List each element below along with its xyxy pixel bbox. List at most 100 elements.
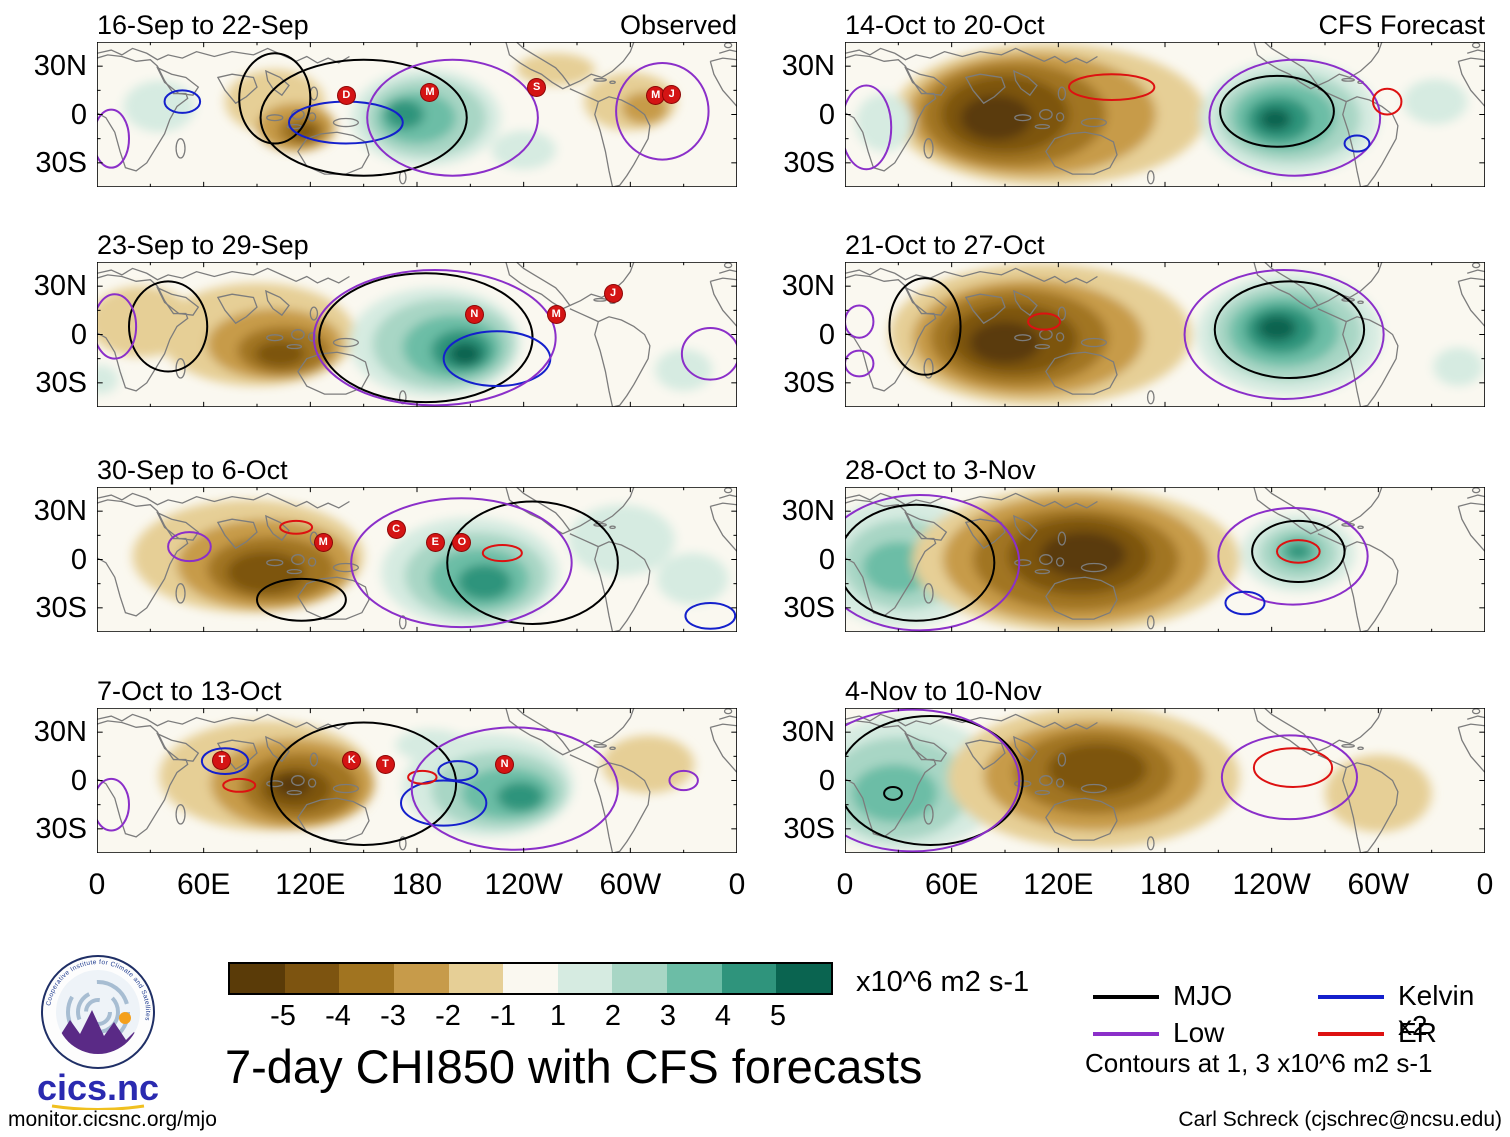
er-contour [1277, 540, 1320, 563]
colorbar-segment [612, 964, 667, 993]
colorbar-tick-label: -3 [380, 1000, 406, 1032]
colorbar-tick-label: 2 [604, 1000, 622, 1032]
x-axis-tick-label: 180 [1139, 868, 1191, 901]
panel-header: 23-Sep to 29-Sep [97, 226, 737, 260]
colorbar-segment [230, 964, 285, 993]
map-panel: 21-Oct to 27-Oct [845, 226, 1485, 407]
y-axis-tick-label: 30N [781, 495, 835, 528]
mjo-contour [1220, 76, 1334, 147]
y-axis-tick-label: 30N [33, 270, 87, 303]
panel-header: 4-Nov to 10-Nov [845, 672, 1485, 706]
colorbar-segment [721, 964, 777, 993]
wave-contours [845, 60, 1401, 176]
low-contour [351, 498, 571, 627]
er-contour [1069, 74, 1154, 100]
legend-line-er [1318, 1032, 1384, 1036]
map-canvas [845, 487, 1485, 632]
cicsnc-logo: Cooperative Institute for Climate and Sa… [37, 955, 159, 1110]
mjo-contour [239, 53, 310, 143]
logo-mountains [56, 1010, 140, 1054]
y-axis-tick-label: 30N [33, 50, 87, 83]
figure-title: 7-day CHI850 with CFS forecasts [225, 1040, 923, 1093]
storm-marker: N [465, 305, 483, 323]
map-canvas [845, 42, 1485, 187]
coastlines [97, 42, 737, 187]
low-contour [412, 727, 618, 849]
colorbar-tick-label: -4 [325, 1000, 351, 1032]
coastlines [845, 42, 1485, 187]
x-axis-tick-label: 120E [1023, 868, 1094, 901]
map-canvas [97, 487, 737, 632]
wave-contours [168, 498, 735, 629]
x-axis-tick-label: 180 [391, 868, 443, 901]
map-panel: 7-Oct to 13-Oct T K T N [97, 672, 737, 853]
low-contour [168, 532, 211, 561]
storm-marker: O [453, 533, 471, 551]
mjo-contour [261, 60, 467, 176]
y-axis-tick-label: 0 [70, 318, 87, 351]
legend-line-mjo [1093, 995, 1159, 999]
map-canvas [845, 708, 1485, 853]
y-axis-tick-label: 30S [783, 591, 835, 624]
x-axis-tick-label: 120W [484, 868, 563, 901]
y-axis-tick-label: 30N [33, 495, 87, 528]
mjo-contour [1215, 281, 1364, 378]
kelvin-contour [1225, 592, 1264, 615]
wave-contours [845, 710, 1357, 852]
storm-marker: T [377, 756, 394, 774]
column-header: Observed [619, 10, 737, 40]
colorbar-units: x10^6 m2 s-1 [856, 966, 1030, 998]
colorbar-tick-label: 1 [549, 1000, 567, 1032]
er-contour [1254, 748, 1332, 787]
low-contour [616, 63, 708, 160]
panel-header: 16-Sep to 22-Sep Observed [97, 6, 737, 40]
storm-marker: M [314, 533, 332, 551]
anomaly-shading [889, 263, 1484, 406]
y-axis-tick-label: 0 [70, 764, 87, 797]
colorbar-segment [503, 964, 558, 993]
y-axis-tick-label: 0 [818, 98, 835, 131]
low-contour [314, 270, 556, 405]
panel-title: 23-Sep to 29-Sep [97, 230, 309, 260]
x-axis-tick-label: 60W [599, 868, 662, 901]
colorbar-segment [339, 964, 394, 993]
y-axis-tick-label: 0 [70, 98, 87, 131]
panel-title: 28-Oct to 3-Nov [845, 455, 1036, 485]
legend-label-low: Low [1173, 1017, 1225, 1048]
wave-contours [845, 270, 1384, 399]
map-panel: 30-Sep to 6-Oct M C E O [97, 451, 737, 632]
panel-title: 21-Oct to 27-Oct [845, 230, 1045, 260]
storm-marker: J [604, 284, 622, 302]
mjo-contour [1252, 521, 1344, 582]
footer-url: monitor.cicsnc.org/mjo [8, 1108, 217, 1131]
colorbar-tick-label: 3 [659, 1000, 677, 1032]
x-axis-tick-label: 0 [728, 868, 746, 901]
colorbar-tick-label: 5 [769, 1000, 787, 1032]
x-axis-tick-label: 60E [924, 868, 979, 901]
contour-note: Contours at 1, 3 x10^6 m2 s-1 [1085, 1048, 1433, 1078]
colorbar-tick-label: -5 [270, 1000, 296, 1032]
low-contour [845, 710, 1019, 852]
anomaly-shading [159, 720, 695, 837]
storm-marker: K [343, 751, 361, 769]
colorbar [228, 962, 833, 995]
colorbar-segment [557, 964, 613, 993]
y-axis-tick-label: 30N [33, 716, 87, 749]
wave-contours [97, 53, 709, 175]
low-contour [845, 495, 1019, 630]
panel-title: 30-Sep to 6-Oct [97, 455, 288, 485]
storm-marker: C [387, 520, 405, 538]
storm-marker: M [421, 83, 439, 101]
y-axis-tick-label: 30S [783, 366, 835, 399]
panel-header: 21-Oct to 27-Oct [845, 226, 1485, 260]
mjo-contour [884, 787, 902, 800]
y-axis-tick-label: 30N [781, 270, 835, 303]
y-axis-tick-label: 0 [818, 318, 835, 351]
low-contour [97, 110, 129, 168]
storm-marker: E [426, 533, 444, 551]
map-canvas [97, 708, 737, 853]
x-axis-tick-label: 120E [275, 868, 346, 901]
mjo-contour [845, 716, 1023, 845]
map-canvas [845, 262, 1485, 407]
